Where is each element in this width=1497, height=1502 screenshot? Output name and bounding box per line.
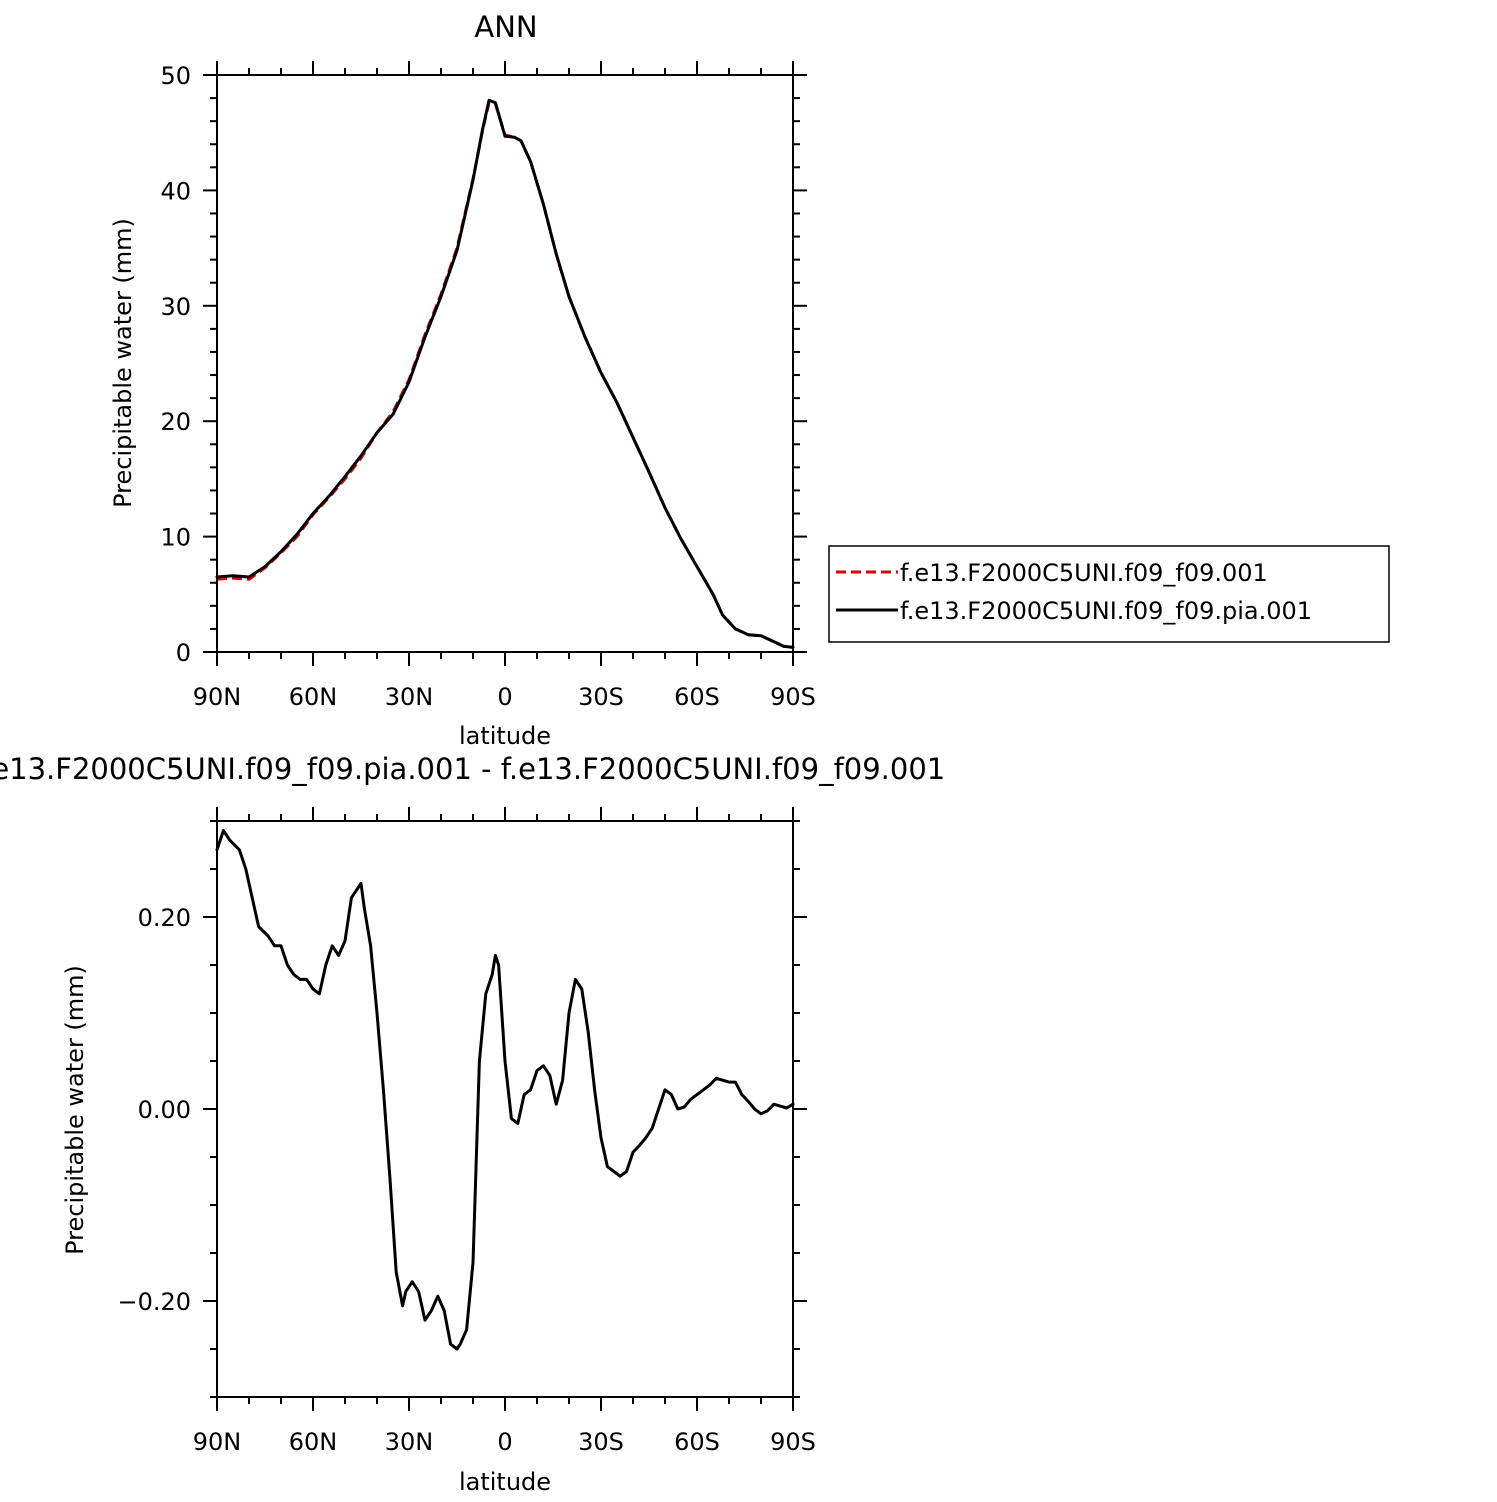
bottom-plot-frame [216,820,794,1398]
top-x-ticks: 90N 60N 30N 0 30S 60S 90S [193,61,816,711]
bottom-x-tick-label: 60S [674,1428,720,1456]
bottom-y-tick-label: 0.00 [138,1096,191,1124]
bottom-series [215,829,795,1351]
top-x-tick-label: 90N [193,683,242,711]
bottom-x-tick-label: 30N [385,1428,434,1456]
bottom-x-ticks: 90N 60N 30N 0 30S 60S 90S [193,807,816,1456]
top-y-tick-label: 20 [160,408,191,436]
legend: f.e13.F2000C5UNI.f09_f09.001 f.e13.F2000C… [828,545,1390,643]
top-series-line-1 [215,98,795,649]
top-panel: ANN 0 10 20 30 40 50 90N 60N 30N 0 30S 60S 90S Prec… [109,10,1390,750]
bottom-y-axis-label: Precipitable water (mm) [61,965,89,1255]
top-y-tick-label: 40 [160,177,191,205]
legend-label-1: f.e13.F2000C5UNI.f09_f09.pia.001 [900,597,1312,625]
bottom-x-axis-label: latitude [459,1468,551,1496]
top-y-ticks: 0 10 20 30 40 50 [160,62,807,667]
bottom-x-tick-label: 90N [193,1428,242,1456]
bottom-chart-title: f.e13.F2000C5UNI.f09_f09.pia.001 - f.e13… [0,752,945,786]
top-y-tick-label: 30 [160,293,191,321]
legend-box [828,545,1390,643]
top-x-tick-label: 0 [497,683,512,711]
bottom-x-tick-label: 0 [497,1428,512,1456]
top-series [215,98,795,649]
bottom-x-tick-label: 30S [578,1428,624,1456]
top-y-tick-label: 0 [176,639,191,667]
bottom-series-line-0 [215,829,795,1351]
bottom-y-tick-label: −0.20 [117,1288,191,1316]
bottom-x-tick-label: 90S [770,1428,816,1456]
top-x-tick-label: 60S [674,683,720,711]
top-x-tick-label: 90S [770,683,816,711]
bottom-y-ticks: −0.20 0.00 0.20 [117,820,807,1398]
top-chart-title: ANN [474,10,537,44]
top-plot-frame [216,74,794,653]
legend-label-0: f.e13.F2000C5UNI.f09_f09.001 [900,559,1268,587]
bottom-panel: f.e13.F2000C5UNI.f09_f09.pia.001 - f.e13… [0,752,945,1496]
top-series-line-0 [216,101,794,649]
top-x-tick-label: 30S [578,683,624,711]
top-y-tick-label: 50 [160,62,191,90]
top-x-tick-label: 30N [385,683,434,711]
top-x-axis-label: latitude [459,722,551,750]
top-y-axis-label: Precipitable water (mm) [109,218,137,508]
bottom-x-tick-label: 60N [289,1428,338,1456]
top-y-tick-label: 10 [160,524,191,552]
bottom-y-tick-label: 0.20 [138,904,191,932]
top-x-tick-label: 60N [289,683,338,711]
